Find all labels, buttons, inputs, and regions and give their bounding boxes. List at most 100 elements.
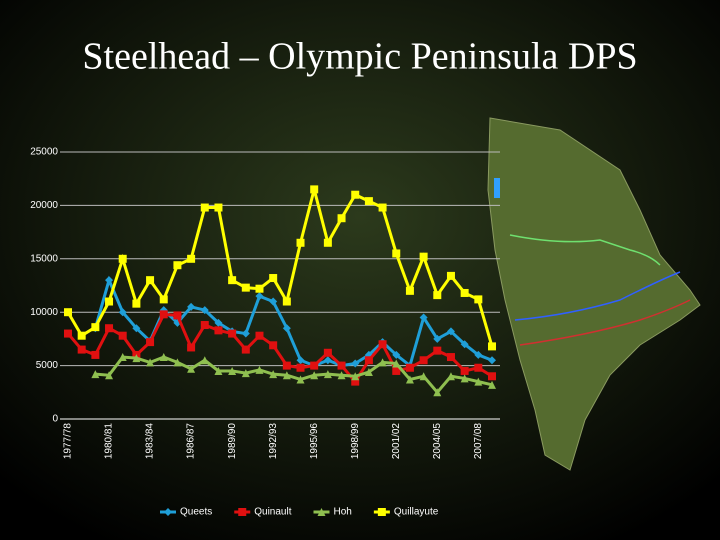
x-tick-label: 2001/02 [391, 423, 402, 460]
data-point [419, 313, 428, 322]
data-point [323, 238, 332, 247]
y-tick-label: 20000 [30, 200, 58, 211]
data-point [77, 331, 86, 340]
data-point [214, 318, 223, 327]
y-tick-label: 25000 [30, 147, 58, 158]
data-point [392, 249, 401, 258]
legend-label: Quinault [254, 507, 291, 518]
data-point [488, 356, 496, 365]
data-point [238, 508, 247, 516]
data-point [446, 353, 455, 362]
data-point [446, 271, 455, 280]
y-tick-label: 0 [52, 414, 58, 425]
data-point [214, 326, 223, 335]
x-tick-label: 2007/08 [473, 423, 484, 460]
x-tick-label: 1989/90 [227, 423, 238, 460]
data-point [118, 308, 127, 317]
data-point [159, 353, 168, 362]
data-point [187, 343, 196, 352]
data-point [337, 214, 346, 223]
data-point [255, 284, 264, 293]
slide-title: Steelhead – Olympic Peninsula DPS [82, 36, 637, 78]
data-point [351, 359, 360, 368]
data-point [241, 369, 250, 378]
data-point [378, 203, 387, 212]
data-point [488, 372, 496, 381]
data-point [323, 348, 332, 357]
map-boundary [509, 234, 661, 266]
data-point [378, 340, 387, 349]
x-tick-label: 1998/99 [350, 423, 361, 460]
data-point [91, 350, 100, 359]
y-tick-label: 10000 [30, 307, 58, 318]
x-tick-label: 1983/84 [145, 423, 156, 460]
data-point [282, 361, 291, 370]
data-point [132, 324, 141, 333]
data-point [132, 354, 141, 363]
data-point [488, 342, 496, 351]
map-land [487, 117, 701, 471]
data-point [310, 371, 319, 380]
data-point [296, 356, 305, 365]
data-point [474, 363, 483, 372]
data-point [474, 377, 483, 386]
y-tick-label: 15000 [30, 253, 58, 264]
data-point [488, 380, 496, 389]
map-river [514, 271, 681, 321]
data-point [419, 356, 428, 365]
data-point [337, 361, 346, 370]
data-point [296, 238, 305, 247]
data-point [392, 366, 401, 375]
data-point [173, 358, 182, 367]
data-point [269, 341, 278, 350]
data-point [228, 366, 237, 375]
legend-label: Hoh [334, 507, 352, 518]
data-point [255, 365, 264, 374]
data-point [323, 370, 332, 379]
x-tick-label: 1977/78 [63, 423, 74, 460]
data-point [433, 388, 442, 397]
y-tick-label: 5000 [36, 360, 59, 371]
data-point [337, 371, 346, 380]
data-point [255, 292, 264, 301]
data-point [364, 368, 373, 377]
data-point [146, 338, 155, 347]
data-point [460, 288, 469, 297]
x-tick-label: 1980/81 [104, 423, 115, 460]
data-point [118, 353, 127, 362]
data-point [474, 295, 483, 304]
data-point [91, 323, 100, 332]
data-point [187, 254, 196, 263]
data-point [419, 252, 428, 261]
data-point [296, 375, 305, 384]
data-point [282, 297, 291, 306]
data-point [460, 366, 469, 375]
data-point [282, 371, 291, 380]
data-point [364, 197, 373, 206]
data-point [310, 185, 319, 194]
map-boundary [519, 299, 691, 346]
data-point [164, 508, 172, 516]
data-point [105, 297, 114, 306]
legend-label: Quillayute [394, 507, 439, 518]
x-tick-label: 1995/96 [309, 423, 320, 460]
data-point [460, 340, 469, 349]
data-point [317, 508, 326, 516]
data-point [269, 370, 278, 379]
data-point [77, 345, 86, 354]
data-point [146, 276, 155, 285]
data-point [200, 306, 209, 315]
data-point [269, 297, 278, 306]
data-point [64, 329, 72, 338]
data-point [433, 291, 442, 300]
data-point [405, 286, 414, 295]
data-point [118, 254, 127, 263]
x-tick-label: 2004/05 [432, 423, 443, 460]
data-point [159, 295, 168, 304]
data-point [118, 331, 127, 340]
data-point [392, 359, 401, 368]
data-point [377, 508, 386, 516]
data-point [241, 329, 250, 338]
data-point [351, 190, 360, 199]
data-point [105, 276, 114, 285]
